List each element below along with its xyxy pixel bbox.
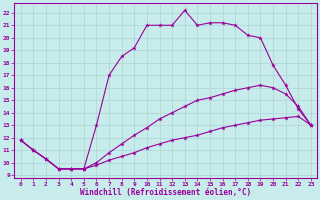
- X-axis label: Windchill (Refroidissement éolien,°C): Windchill (Refroidissement éolien,°C): [80, 188, 252, 197]
